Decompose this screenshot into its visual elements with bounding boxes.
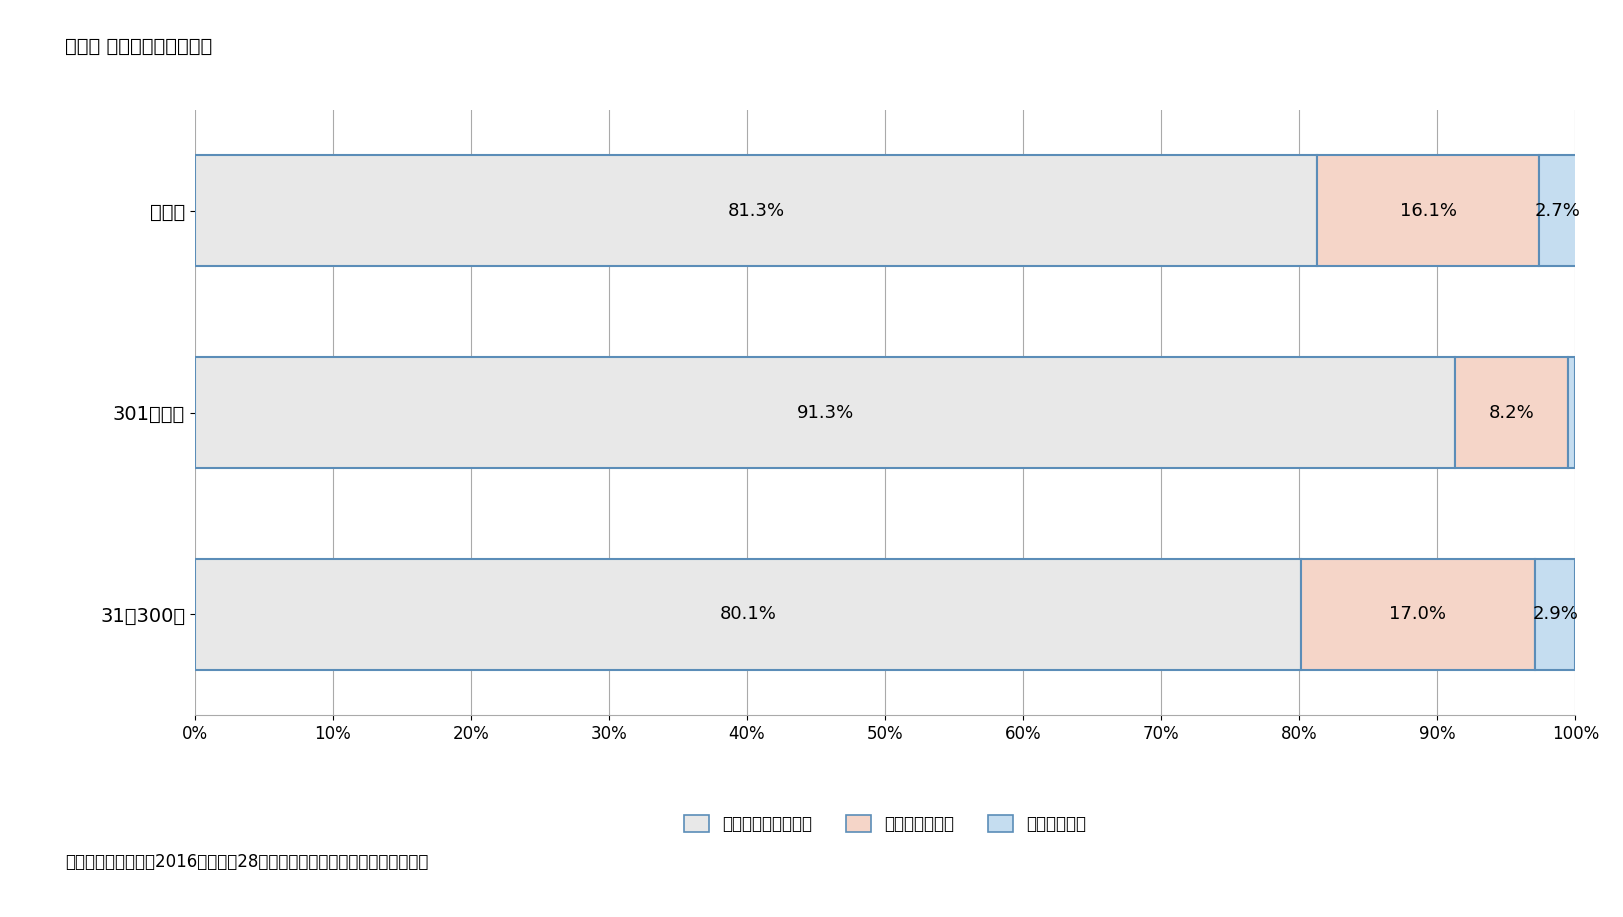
Text: 80.1%: 80.1% <box>719 605 776 624</box>
Bar <box>1568 357 1574 468</box>
Legend: 継続雇用制度の導入, 定年の引き上げ, 定年制の廃止: 継続雇用制度の導入, 定年の引き上げ, 定年制の廃止 <box>677 809 1092 840</box>
Text: 図表１ 雇用確保措置の内訳: 図表１ 雇用確保措置の内訳 <box>65 37 213 56</box>
Bar <box>1539 155 1576 266</box>
Bar <box>1454 357 1568 468</box>
Text: 16.1%: 16.1% <box>1399 202 1456 220</box>
Text: 2.7%: 2.7% <box>1534 202 1579 220</box>
Bar <box>195 558 1300 669</box>
Bar <box>1300 558 1534 669</box>
Text: 2.9%: 2.9% <box>1532 605 1578 624</box>
Bar <box>1534 558 1574 669</box>
Text: 資料）厚生労働省（2016）「平成28年「高年齢者の雇用状況」集計結果」: 資料）厚生労働省（2016）「平成28年「高年齢者の雇用状況」集計結果」 <box>65 853 428 871</box>
Bar <box>195 155 1316 266</box>
Text: 91.3%: 91.3% <box>795 403 854 422</box>
Text: 17.0%: 17.0% <box>1389 605 1446 624</box>
Text: 81.3%: 81.3% <box>727 202 784 220</box>
Bar <box>1316 155 1539 266</box>
Text: 8.2%: 8.2% <box>1488 403 1534 422</box>
Bar <box>195 357 1454 468</box>
